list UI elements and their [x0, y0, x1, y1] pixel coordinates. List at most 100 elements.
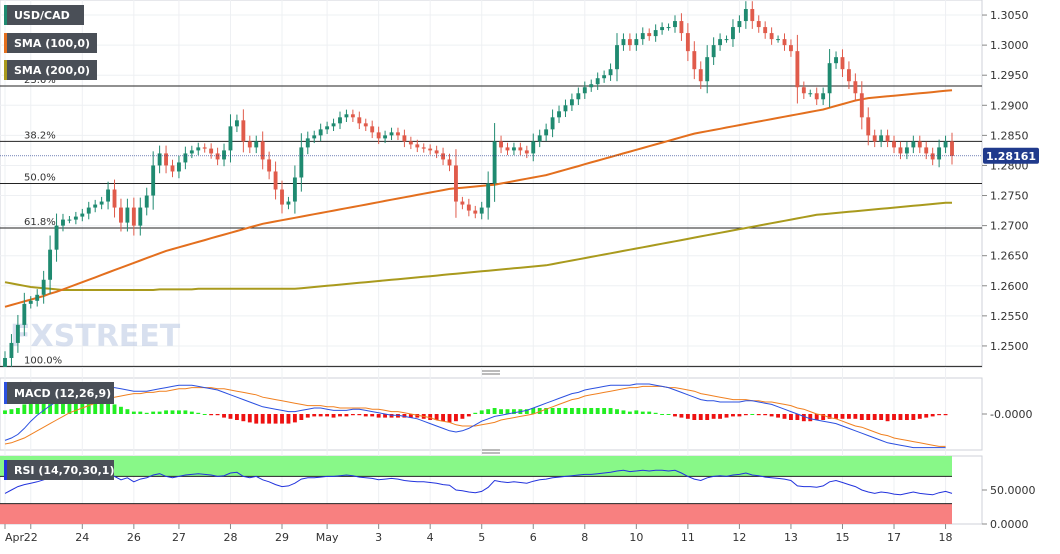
- candlestick[interactable]: [318, 123, 323, 142]
- candlestick[interactable]: [731, 19, 735, 47]
- candlestick[interactable]: [86, 201, 91, 220]
- candlestick[interactable]: [750, 1, 755, 29]
- candlestick[interactable]: [447, 153, 452, 172]
- candlestick[interactable]: [125, 198, 130, 232]
- candlestick[interactable]: [814, 87, 819, 105]
- candlestick[interactable]: [924, 141, 929, 160]
- candlestick[interactable]: [776, 35, 780, 43]
- candlestick[interactable]: [911, 135, 916, 154]
- legend-macd[interactable]: MACD (12,26,9): [4, 382, 114, 404]
- candlestick[interactable]: [763, 21, 768, 39]
- candlestick[interactable]: [370, 120, 375, 139]
- time-axis[interactable]: Apr 22 24 26 27 28 29 May 3 4 5 6 8 10 11 12 13 15 17 18: [4, 524, 953, 544]
- candlestick[interactable]: [254, 135, 259, 154]
- pane-divider-1[interactable]: [482, 370, 500, 375]
- candlestick[interactable]: [331, 118, 336, 132]
- candlestick[interactable]: [473, 205, 478, 219]
- candlestick[interactable]: [280, 180, 284, 214]
- candlestick[interactable]: [846, 61, 851, 90]
- candlestick[interactable]: [41, 270, 46, 304]
- candlestick[interactable]: [917, 135, 922, 154]
- candlestick[interactable]: [569, 93, 574, 112]
- candlestick[interactable]: [589, 79, 594, 92]
- candlestick[interactable]: [48, 235, 53, 294]
- candlestick[interactable]: [170, 159, 175, 178]
- candlestick[interactable]: [209, 143, 214, 159]
- candlestick[interactable]: [196, 142, 201, 156]
- legend-sma200[interactable]: SMA (200,0): [4, 60, 97, 80]
- legend-sma100[interactable]: SMA (100,0): [4, 33, 97, 53]
- candlestick[interactable]: [866, 107, 871, 146]
- candlestick[interactable]: [647, 28, 652, 41]
- candlestick[interactable]: [234, 114, 239, 133]
- candlestick[interactable]: [99, 196, 104, 210]
- candlestick[interactable]: [286, 196, 291, 210]
- price-axis[interactable]: 1.2500 1.2550 1.2600 1.2650 1.2700 1.2750 1.28…: [982, 9, 1029, 353]
- candlestick[interactable]: [112, 179, 117, 218]
- candlestick[interactable]: [138, 197, 143, 236]
- candlestick[interactable]: [267, 151, 272, 180]
- candlestick[interactable]: [460, 196, 465, 210]
- candlestick[interactable]: [228, 114, 233, 163]
- candlestick[interactable]: [557, 105, 561, 124]
- candlestick[interactable]: [3, 351, 7, 374]
- candlestick[interactable]: [93, 199, 98, 213]
- candlestick[interactable]: [202, 143, 207, 153]
- candlestick[interactable]: [673, 15, 677, 33]
- candlestick[interactable]: [292, 165, 297, 214]
- candlestick[interactable]: [685, 23, 690, 62]
- candlestick[interactable]: [28, 296, 33, 309]
- candlestick[interactable]: [338, 111, 342, 130]
- candlestick[interactable]: [544, 123, 549, 142]
- candlestick[interactable]: [396, 127, 400, 141]
- candlestick[interactable]: [705, 45, 710, 94]
- candlestick[interactable]: [305, 131, 310, 155]
- candlestick[interactable]: [151, 151, 156, 210]
- candlestick[interactable]: [821, 87, 826, 105]
- macd-axis[interactable]: -0.0000: [982, 408, 1032, 421]
- candlestick[interactable]: [131, 197, 136, 236]
- candlestick[interactable]: [872, 129, 877, 148]
- candlestick[interactable]: [402, 129, 407, 148]
- candlestick[interactable]: [486, 171, 491, 220]
- legend-rsi[interactable]: RSI (14,70,30,1): [4, 460, 114, 480]
- candlestick[interactable]: [357, 111, 362, 130]
- candlestick[interactable]: [679, 13, 684, 41]
- candlestick[interactable]: [177, 155, 181, 179]
- candlestick[interactable]: [892, 135, 896, 154]
- candlestick[interactable]: [499, 135, 503, 154]
- candlestick[interactable]: [273, 161, 278, 200]
- candlestick[interactable]: [80, 208, 85, 222]
- candlestick[interactable]: [711, 37, 716, 65]
- candlestick[interactable]: [737, 15, 742, 33]
- candlestick[interactable]: [408, 136, 413, 150]
- candlestick[interactable]: [582, 81, 587, 99]
- candlestick[interactable]: [743, 1, 748, 29]
- candlestick[interactable]: [834, 51, 838, 69]
- candlestick[interactable]: [183, 146, 188, 170]
- candlestick[interactable]: [879, 129, 884, 148]
- candlestick[interactable]: [241, 109, 246, 153]
- candlestick[interactable]: [67, 215, 72, 224]
- candlestick[interactable]: [904, 141, 909, 160]
- candlestick[interactable]: [756, 15, 761, 33]
- candlestick[interactable]: [827, 49, 832, 108]
- candlestick[interactable]: [312, 130, 317, 144]
- candlestick[interactable]: [479, 201, 484, 220]
- candlestick[interactable]: [325, 121, 330, 135]
- candlestick[interactable]: [106, 181, 111, 210]
- candlestick[interactable]: [157, 145, 162, 174]
- candlestick[interactable]: [421, 143, 426, 153]
- candlestick[interactable]: [898, 141, 903, 160]
- candlestick[interactable]: [383, 130, 388, 144]
- candlestick[interactable]: [73, 211, 78, 225]
- candlestick[interactable]: [627, 33, 632, 51]
- candlestick[interactable]: [376, 126, 381, 145]
- candlestick[interactable]: [144, 187, 149, 216]
- pane-divider-2[interactable]: [482, 449, 500, 454]
- candlestick[interactable]: [615, 33, 619, 82]
- candlestick[interactable]: [466, 198, 471, 217]
- candlestick[interactable]: [885, 129, 890, 148]
- candlestick[interactable]: [299, 133, 304, 192]
- candlestick[interactable]: [795, 34, 800, 104]
